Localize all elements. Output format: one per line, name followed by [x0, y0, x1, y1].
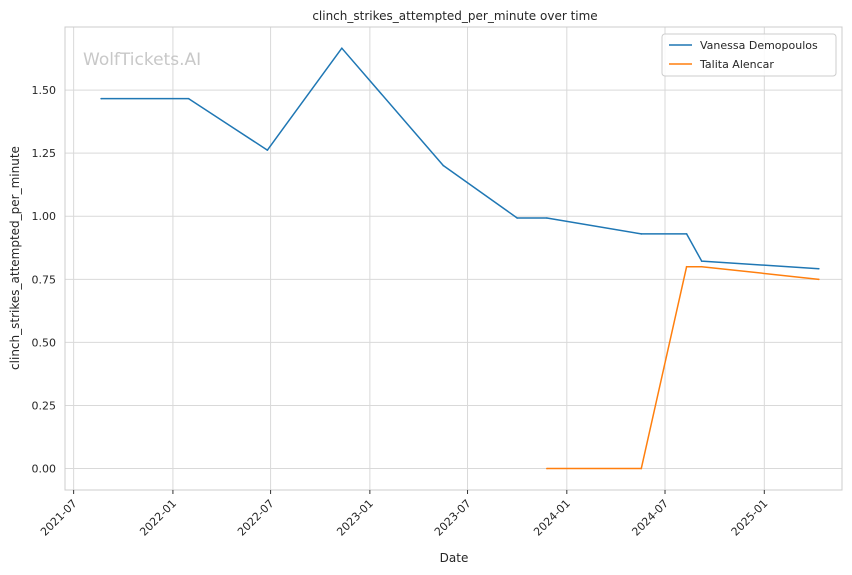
y-tick-label: 0.25	[32, 399, 57, 412]
data-point-talita-alencar	[817, 278, 820, 281]
data-point-vanessa-demopoulos	[700, 260, 703, 262]
data-point-vanessa-demopoulos	[516, 217, 518, 219]
grid-lines	[65, 27, 842, 490]
series-layer	[100, 47, 820, 470]
data-point-vanessa-demopoulos	[546, 217, 548, 219]
data-point-talita-alencar	[700, 265, 703, 268]
data-point-talita-alencar	[640, 467, 643, 470]
legend: Vanessa Demopoulos Talita Alencar	[661, 33, 837, 77]
y-tick-label: 0.75	[32, 273, 57, 286]
legend-box	[661, 33, 837, 77]
data-point-vanessa-demopoulos	[341, 47, 343, 49]
y-tick-label: 0.00	[32, 463, 57, 476]
x-axis-title: Date	[440, 551, 469, 565]
data-point-talita-alencar	[685, 265, 688, 268]
data-point-vanessa-demopoulos	[640, 233, 643, 235]
watermark: WolfTickets.AI	[83, 50, 201, 70]
data-point-vanessa-demopoulos	[442, 164, 445, 167]
y-tick-label: 1.50	[32, 84, 57, 97]
y-axis-ticks: 0.00 0.25 0.50 0.75 1.00 1.25 1.50	[32, 84, 57, 475]
y-tick-label: 1.00	[32, 210, 57, 223]
y-axis-title: clinch_strikes_attempted_per_minute	[8, 146, 22, 370]
data-point-vanessa-demopoulos	[187, 97, 190, 100]
data-point-talita-alencar	[546, 467, 548, 470]
data-point-vanessa-demopoulos	[685, 233, 688, 235]
plot-frame	[64, 26, 843, 491]
data-point-vanessa-demopoulos	[266, 149, 269, 151]
data-point-vanessa-demopoulos	[100, 97, 102, 100]
legend-label-vanessa-demopoulos: Vanessa Demopoulos	[700, 39, 818, 52]
legend-label-talita-alencar: Talita Alencar	[699, 58, 774, 71]
data-point-vanessa-demopoulos	[817, 267, 820, 270]
y-tick-label: 0.50	[32, 336, 57, 349]
y-tick-label: 1.25	[32, 147, 57, 160]
chart-title: clinch_strikes_attempted_per_minute over…	[312, 9, 597, 23]
